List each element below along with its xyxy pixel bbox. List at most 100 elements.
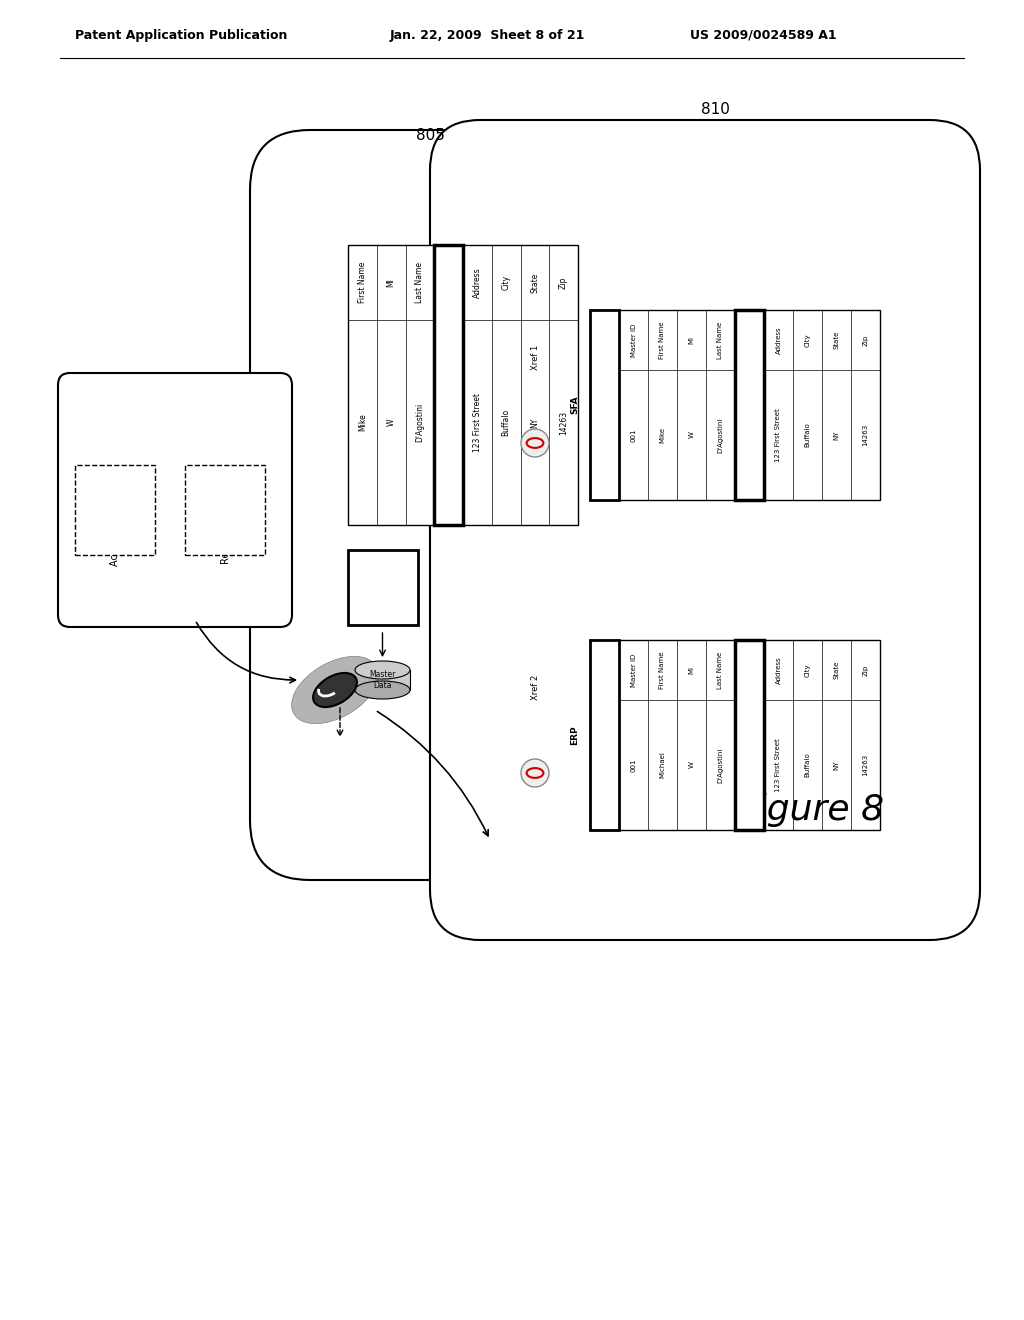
Text: Zip: Zip xyxy=(862,664,868,676)
Text: SBLA023: SBLA023 xyxy=(601,747,607,783)
Text: 001: 001 xyxy=(631,758,637,772)
Text: NY: NY xyxy=(834,430,840,440)
Text: Address: Address xyxy=(473,267,482,298)
Ellipse shape xyxy=(292,656,379,723)
Text: 001: 001 xyxy=(373,598,393,609)
Text: Buffalo: Buffalo xyxy=(805,422,811,447)
Text: 001: 001 xyxy=(631,428,637,442)
Text: US 2009/0024589 A1: US 2009/0024589 A1 xyxy=(690,29,837,41)
Ellipse shape xyxy=(313,673,357,708)
Text: ERP: ERP xyxy=(570,725,580,744)
Text: 308-03-8500: 308-03-8500 xyxy=(746,411,753,459)
Text: Michael: Michael xyxy=(659,751,666,779)
Text: Address: Address xyxy=(775,326,781,354)
Text: City: City xyxy=(805,333,811,347)
Text: Mike: Mike xyxy=(659,426,666,444)
Text: Master ID: Master ID xyxy=(631,653,637,686)
Text: First Name: First Name xyxy=(659,321,666,359)
Text: Acxiom#: Acxiom# xyxy=(746,325,753,356)
Text: 308-03-8500: 308-03-8500 xyxy=(746,411,753,459)
Text: Last Name: Last Name xyxy=(718,651,724,689)
Text: City: City xyxy=(502,275,511,290)
Text: 308038500: 308038500 xyxy=(746,743,753,787)
Bar xyxy=(185,465,265,554)
Text: Primary Key: Primary Key xyxy=(601,319,607,360)
Text: D'Agostini: D'Agostini xyxy=(416,403,424,442)
Text: 14263: 14263 xyxy=(559,411,568,434)
Text: State: State xyxy=(530,272,540,293)
Text: 123 First Street: 123 First Street xyxy=(775,738,781,792)
Text: City: City xyxy=(805,663,811,677)
FancyBboxPatch shape xyxy=(250,129,670,880)
Text: SFA: SFA xyxy=(570,396,580,414)
Text: Acxiom#: Acxiom# xyxy=(444,265,454,300)
Text: MI: MI xyxy=(688,337,694,345)
Ellipse shape xyxy=(355,661,410,678)
Bar xyxy=(348,550,418,624)
FancyBboxPatch shape xyxy=(430,120,980,940)
Text: Acxiom#: Acxiom# xyxy=(746,325,753,356)
Circle shape xyxy=(521,759,549,787)
Bar xyxy=(75,465,155,554)
Bar xyxy=(590,640,880,830)
Text: 14263: 14263 xyxy=(862,424,868,446)
Text: 14263: 14263 xyxy=(862,754,868,776)
Text: 810: 810 xyxy=(700,103,729,117)
Text: D'Agostini: D'Agostini xyxy=(718,747,724,783)
Text: 308038500: 308038500 xyxy=(444,399,454,446)
Text: First Name: First Name xyxy=(357,261,367,304)
Text: CSDEW003: CSDEW003 xyxy=(601,416,607,454)
FancyBboxPatch shape xyxy=(58,374,292,627)
Text: NY: NY xyxy=(530,417,540,428)
Bar xyxy=(355,671,410,690)
Circle shape xyxy=(521,429,549,457)
Text: Last Name: Last Name xyxy=(718,321,724,359)
Text: NY: NY xyxy=(834,760,840,770)
Text: Request: Request xyxy=(220,523,230,562)
Text: Primary Keys: Primary Keys xyxy=(220,469,230,532)
Bar xyxy=(590,310,618,500)
Text: W: W xyxy=(387,418,395,426)
Bar xyxy=(590,640,618,830)
Ellipse shape xyxy=(301,664,370,717)
Text: Master ID: Master ID xyxy=(362,564,403,573)
Text: Zip: Zip xyxy=(559,276,568,289)
Text: First Name: First Name xyxy=(659,651,666,689)
Text: State: State xyxy=(834,331,840,350)
Text: CSDEW003: CSDEW003 xyxy=(601,413,607,457)
Text: Primary Key: Primary Key xyxy=(601,649,607,690)
Text: W: W xyxy=(688,432,694,438)
Bar xyxy=(348,246,578,525)
Ellipse shape xyxy=(308,669,361,710)
Text: Patent Application Publication: Patent Application Publication xyxy=(75,29,288,41)
Text: Primary Key: Primary Key xyxy=(601,319,607,360)
Bar xyxy=(735,640,764,830)
Text: Figure 8: Figure 8 xyxy=(736,793,884,828)
Text: Last Name: Last Name xyxy=(416,261,424,304)
Text: SBLA023: SBLA023 xyxy=(601,750,607,780)
Bar xyxy=(590,310,880,500)
Text: Address: Address xyxy=(775,656,781,684)
Text: State: State xyxy=(834,661,840,680)
Text: Jan. 22, 2009  Sheet 8 of 21: Jan. 22, 2009 Sheet 8 of 21 xyxy=(390,29,586,41)
Text: Acxiom#: Acxiom# xyxy=(444,265,454,300)
Text: Acxiom#: Acxiom# xyxy=(746,655,753,686)
Text: Application: Application xyxy=(83,469,93,531)
Text: 805: 805 xyxy=(416,128,444,143)
Text: W: W xyxy=(688,762,694,768)
Text: 308038500: 308038500 xyxy=(746,743,753,787)
Text: Zip: Zip xyxy=(862,334,868,346)
Text: 308038500: 308038500 xyxy=(444,399,454,446)
Text: D'Agostini: D'Agostini xyxy=(718,417,724,453)
Text: MI: MI xyxy=(387,279,395,286)
Bar xyxy=(735,310,764,500)
Text: Acxiom#: Acxiom# xyxy=(746,655,753,686)
Text: Master ID: Master ID xyxy=(631,323,637,356)
Text: Master
Data: Master Data xyxy=(370,671,395,689)
Text: Primary Key: Primary Key xyxy=(601,649,607,690)
Text: 308038500: 308038500 xyxy=(110,470,120,529)
Text: Xref 1: Xref 1 xyxy=(530,345,540,370)
Ellipse shape xyxy=(355,681,410,700)
Text: 123 First Street: 123 First Street xyxy=(775,408,781,462)
Text: Buffalo: Buffalo xyxy=(805,752,811,777)
